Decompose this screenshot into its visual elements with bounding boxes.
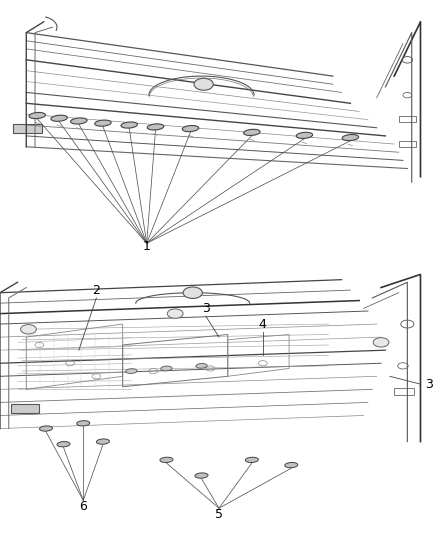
Ellipse shape — [126, 369, 137, 374]
Ellipse shape — [195, 473, 208, 478]
Ellipse shape — [95, 120, 111, 126]
Ellipse shape — [121, 122, 138, 128]
Ellipse shape — [96, 439, 110, 444]
Text: 2: 2 — [92, 284, 100, 296]
Ellipse shape — [160, 457, 173, 463]
Ellipse shape — [51, 115, 67, 122]
FancyBboxPatch shape — [11, 403, 39, 413]
Ellipse shape — [244, 130, 260, 135]
Ellipse shape — [245, 457, 258, 463]
Ellipse shape — [77, 421, 90, 426]
Text: 4: 4 — [259, 318, 267, 330]
Text: 6: 6 — [79, 500, 87, 513]
Ellipse shape — [342, 134, 359, 141]
FancyBboxPatch shape — [0, 272, 438, 533]
Text: 3: 3 — [202, 302, 210, 315]
Ellipse shape — [39, 426, 53, 431]
Text: 3: 3 — [425, 378, 433, 391]
Ellipse shape — [196, 364, 207, 368]
Ellipse shape — [29, 112, 46, 119]
Text: 1: 1 — [143, 239, 151, 253]
Ellipse shape — [285, 463, 298, 468]
Circle shape — [194, 78, 213, 90]
Ellipse shape — [147, 124, 164, 130]
Text: 5: 5 — [215, 508, 223, 521]
Ellipse shape — [182, 125, 199, 132]
Circle shape — [373, 337, 389, 347]
Ellipse shape — [296, 132, 313, 139]
FancyBboxPatch shape — [13, 124, 42, 133]
Ellipse shape — [57, 441, 70, 447]
Circle shape — [21, 325, 36, 334]
Ellipse shape — [161, 366, 172, 371]
Ellipse shape — [71, 118, 87, 124]
Circle shape — [183, 287, 202, 298]
FancyBboxPatch shape — [0, 0, 438, 272]
Circle shape — [167, 309, 183, 318]
